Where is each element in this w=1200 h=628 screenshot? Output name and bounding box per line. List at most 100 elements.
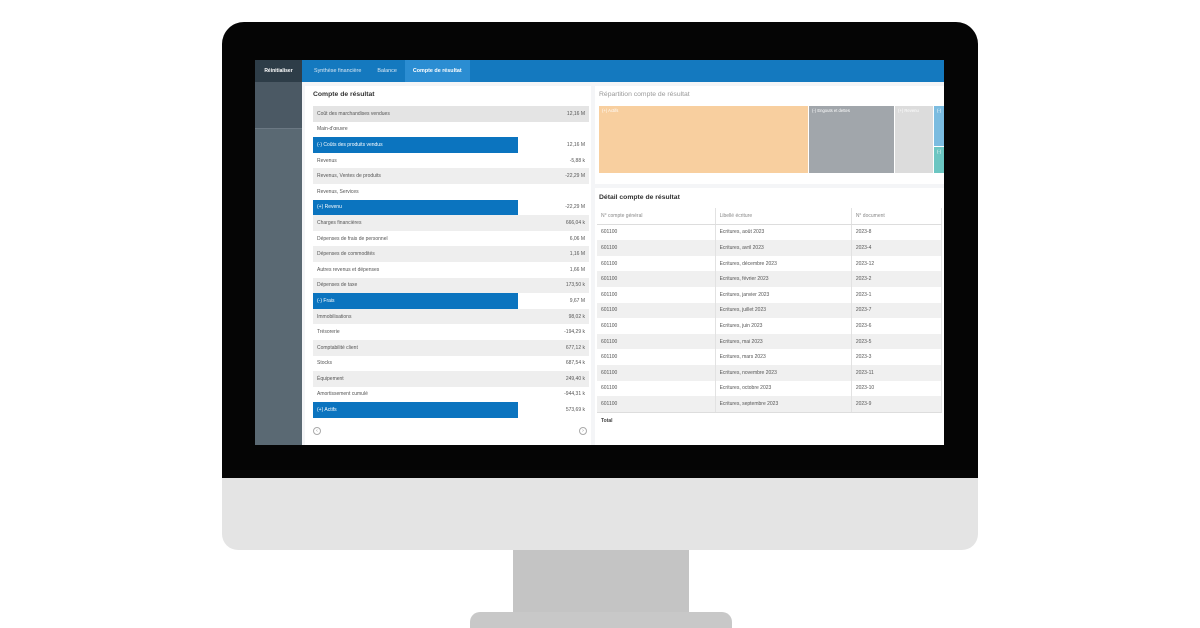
row-label: Amortissement cumulé — [317, 391, 368, 398]
table-row[interactable]: Main-d'œuvre — [313, 122, 589, 138]
table-cell: 601100 — [597, 349, 716, 365]
table-row[interactable]: Revenus, Ventes de produits -22,29 M — [313, 168, 589, 184]
treemap-block-revenu[interactable]: (+) Revenu — [895, 106, 933, 173]
table-cell: 2023-11 — [852, 364, 942, 381]
tab-synthese-financiere[interactable]: Synthèse financière — [314, 68, 362, 74]
table-row[interactable]: (+) Actifs 573,69 k — [313, 402, 589, 418]
table-cell: 2023-2 — [852, 271, 942, 287]
top-nav-bar: Réinitialiser Synthèse financière Balanc… — [255, 60, 944, 82]
table-cell: Ecritures, août 2023 — [716, 224, 852, 241]
table-row[interactable]: Dépenses de frais de personnel 6,06 M — [313, 231, 589, 247]
row-value: -22,29 M — [565, 173, 585, 180]
row-value: -5,88 k — [569, 157, 585, 164]
table-row[interactable]: 601100 Ecritures, juin 2023 2023-6 — [597, 318, 942, 334]
table-row[interactable]: Amortissement cumulé -944,31 k — [313, 387, 589, 403]
table-row[interactable]: 601100 Ecritures, juillet 2023 2023-7 — [597, 302, 942, 319]
table-cell: Ecritures, mars 2023 — [716, 349, 852, 365]
table-row[interactable]: Revenus, Services — [313, 184, 589, 200]
table-row[interactable]: 601100 Ecritures, février 2023 2023-2 — [597, 271, 942, 287]
reset-button[interactable]: Réinitialiser — [255, 60, 302, 82]
row-value: 98,02 k — [568, 313, 585, 320]
row-label: Dépenses de taxe — [317, 282, 358, 289]
table-cell: 2023-6 — [852, 318, 942, 334]
row-value: 249,40 k — [565, 375, 585, 382]
table-cell: 2023-10 — [852, 380, 942, 397]
table-row[interactable]: Comptabilité client 677,12 k — [313, 339, 589, 356]
column-header[interactable]: N° document — [852, 208, 942, 224]
table-row[interactable]: Trésorerie -194,29 k — [313, 324, 589, 340]
table-cell: Ecritures, février 2023 — [716, 271, 852, 287]
table-cell: 601100 — [597, 240, 716, 256]
table-row[interactable]: 601100 Ecritures, mars 2023 2023-3 — [597, 349, 942, 365]
treemap-block-small-1[interactable]: (-) — [934, 106, 944, 146]
table-cell: 601100 — [597, 380, 716, 397]
table-row[interactable]: (-) Coûts des produits vendus 12,16 M — [313, 137, 589, 153]
sidebar — [255, 82, 302, 445]
sidebar-item[interactable] — [255, 82, 302, 129]
table-row[interactable]: 601100 Ecritures, décembre 2023 2023-12 — [597, 255, 942, 272]
table-row[interactable]: 601100 Ecritures, janvier 2023 2023-1 — [597, 286, 942, 303]
scroll-left-icon[interactable]: ‹ — [313, 427, 321, 435]
row-label: (-) Coûts des produits vendus — [313, 137, 518, 153]
table-row[interactable]: 601100 Ecritures, novembre 2023 2023-11 — [597, 364, 942, 381]
table-row[interactable]: 601100 Ecritures, septembre 2023 2023-9 — [597, 396, 942, 412]
row-label: Revenus, Ventes de produits — [317, 173, 381, 180]
scroll-right-icon[interactable]: › — [579, 427, 587, 435]
table-row[interactable]: Dépenses de taxe 173,50 k — [313, 277, 589, 294]
row-label: Équipement — [317, 375, 344, 382]
table-row[interactable]: 601100 Ecritures, août 2023 2023-8 — [597, 224, 942, 241]
tab-balance[interactable]: Balance — [377, 68, 397, 74]
treemap-block-label: (-) — [937, 149, 942, 154]
app-screen: Réinitialiser Synthèse financière Balanc… — [255, 60, 944, 445]
row-label: Trésorerie — [317, 329, 340, 336]
table-cell: 601100 — [597, 224, 716, 241]
table-row[interactable]: Stocks 687,54 k — [313, 356, 589, 372]
detail-table: N° compte général Libellé écriture N° do… — [597, 208, 942, 428]
table-cell: 2023-5 — [852, 333, 942, 350]
table-cell: 2023-3 — [852, 349, 942, 365]
detail-panel: Détail compte de résultat N° compte géné… — [595, 188, 944, 445]
table-row[interactable]: Dépenses de commodités 1,16 M — [313, 246, 589, 262]
row-label: Comptabilité client — [317, 344, 358, 351]
treemap-block-small-2[interactable]: (-) — [934, 147, 944, 173]
table-row[interactable]: 601100 Ecritures, avril 2023 2023-4 — [597, 240, 942, 256]
treemap-block-label: (+) Actifs — [602, 108, 619, 113]
row-label: Revenus — [317, 157, 337, 164]
column-header[interactable]: N° compte général — [597, 208, 716, 224]
table-cell: Ecritures, décembre 2023 — [716, 255, 852, 272]
table-row[interactable]: 601100 Ecritures, octobre 2023 2023-10 — [597, 380, 942, 397]
table-row[interactable]: Immobilisations 98,02 k — [313, 308, 589, 325]
row-value: 677,12 k — [565, 344, 585, 351]
income-statement-panel: Compte de résultat Coût des marchandises… — [305, 86, 591, 445]
table-row[interactable]: (-) Frais 9,67 M — [313, 293, 589, 309]
table-row[interactable]: Équipement 249,40 k — [313, 371, 589, 387]
row-label: Dépenses de frais de personnel — [317, 235, 388, 242]
row-value: 1,16 M — [569, 251, 585, 258]
table-row[interactable]: Revenus -5,88 k — [313, 153, 589, 169]
table-cell: 601100 — [597, 255, 716, 272]
table-row[interactable]: Autres revenus et dépenses 1,66 M — [313, 262, 589, 278]
table-row[interactable]: Charges financières 666,04 k — [313, 215, 589, 231]
treemap-block-label: (-) — [937, 108, 942, 113]
table-cell: Ecritures, avril 2023 — [716, 240, 852, 256]
row-value: 1,66 M — [569, 266, 585, 273]
treemap-block-label: (-) Engouts et dettes — [812, 108, 850, 113]
total-label: Total — [601, 417, 613, 424]
treemap-block-actifs[interactable]: (+) Actifs — [599, 106, 808, 173]
tab-compte-de-resultat[interactable]: Compte de résultat — [404, 60, 470, 82]
column-header[interactable]: Libellé écriture — [716, 208, 852, 224]
table-cell: 2023-8 — [852, 224, 942, 241]
treemap-block-engouts[interactable]: (-) Engouts et dettes — [809, 106, 894, 173]
table-cell: 2023-1 — [852, 286, 942, 303]
treemap-title: Répartition compte de résultat — [599, 91, 690, 98]
table-cell: 601100 — [597, 271, 716, 287]
table-row[interactable]: 601100 Ecritures, mai 2023 2023-5 — [597, 333, 942, 350]
table-row[interactable]: Coût des marchandises vendues 12,16 M — [313, 106, 589, 122]
table-cell: Ecritures, novembre 2023 — [716, 364, 852, 381]
monitor-stand-base — [470, 612, 732, 628]
monitor-stand-neck — [513, 550, 689, 614]
table-header-row: N° compte général Libellé écriture N° do… — [597, 208, 942, 225]
row-value — [518, 122, 589, 138]
row-label: (+) Revenu — [313, 199, 518, 216]
table-row[interactable]: (+) Revenu -22,29 M — [313, 199, 589, 216]
